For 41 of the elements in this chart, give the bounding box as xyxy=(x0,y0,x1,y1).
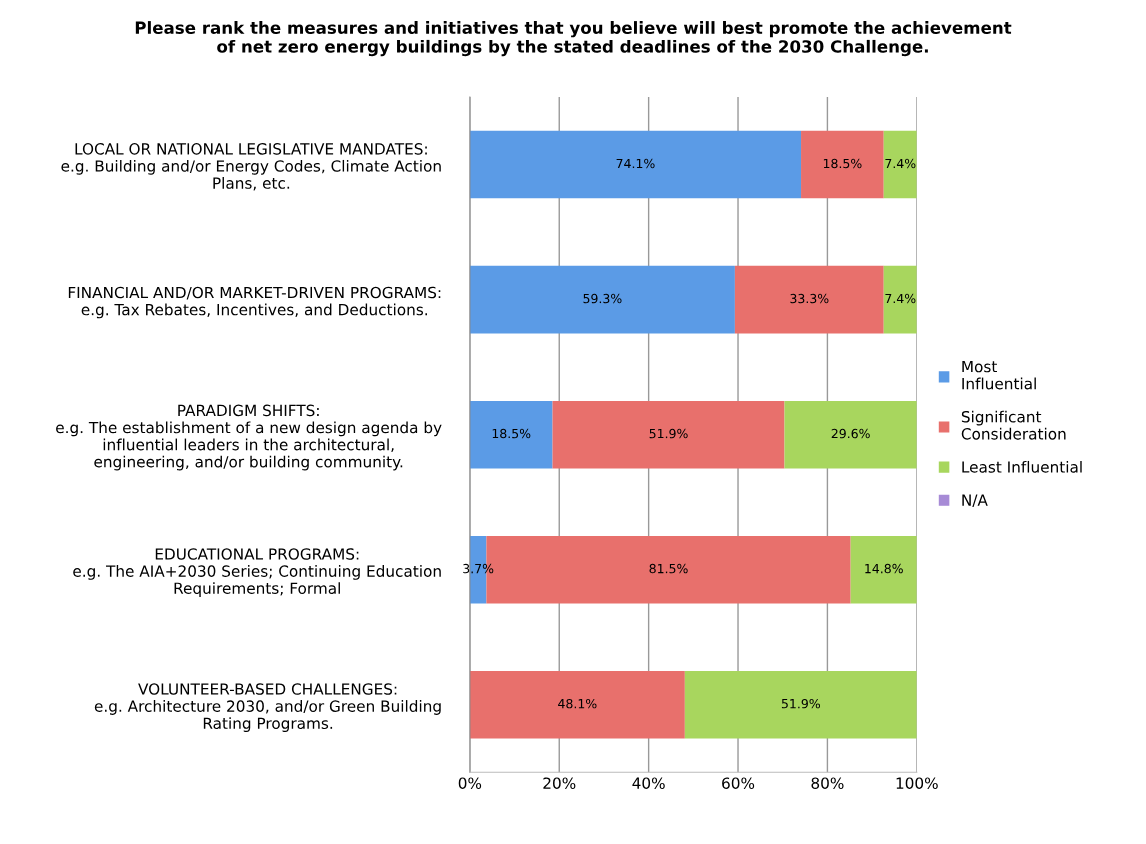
bar xyxy=(883,130,917,199)
data-label: 51.9% xyxy=(649,428,688,439)
data-label: 29.6% xyxy=(831,428,870,439)
y-tick-label: FINANCIAL AND/OR MARKET-DRIVEN PROGRAMS: e.g. Tax Rebates, Incentives, and Deductions. xyxy=(68,286,441,319)
x-tick-label: 80% xyxy=(811,777,844,789)
x-tick-label: 100% xyxy=(896,777,938,789)
y-tick-label: LOCAL OR NATIONAL LEGISLATIVE MANDATES: e.g. Building and/or Energy Codes, Climate Action Plans, etc. xyxy=(61,143,441,191)
data-label: 33.3% xyxy=(790,293,829,304)
data-label: 74.1% xyxy=(616,158,655,169)
legend-label: Significant Consideration xyxy=(961,410,1066,440)
bar xyxy=(883,265,917,334)
legend-label: Least Influential xyxy=(962,460,1082,473)
x-tick-label: 0% xyxy=(458,777,482,789)
y-tick-label: EDUCATIONAL PROGRAMS: e.g. The AIA+2030 Series; Continuing Education Requirements; Formal xyxy=(73,548,441,597)
data-label: 81.5% xyxy=(649,563,688,574)
data-label: 18.5% xyxy=(492,428,531,439)
data-label: 48.1% xyxy=(558,698,597,709)
data-label: 7.4% xyxy=(885,293,916,304)
x-tick-label: 60% xyxy=(722,777,755,789)
bar xyxy=(850,535,917,604)
bar xyxy=(469,265,735,334)
bar xyxy=(469,400,553,469)
bar xyxy=(469,130,802,199)
bar xyxy=(784,400,917,469)
data-label: 51.9% xyxy=(781,698,820,709)
bar xyxy=(469,670,685,739)
data-label: 18.5% xyxy=(823,158,862,169)
x-tick-label: 40% xyxy=(632,777,665,789)
bar xyxy=(801,130,884,199)
data-label: 14.8% xyxy=(865,563,903,574)
chart-title: Please rank the measures and initiatives that you believe will best promote the achievement of net zero energy buildings by the stated deadlines of the 2030 Challenge. xyxy=(135,21,1012,57)
bar xyxy=(684,670,917,739)
data-label: 59.3% xyxy=(583,293,622,304)
y-tick-label: PARADIGM SHIFTS: e.g. The establishment of a new design agenda by influential leaders in the architectural, engineering, and/or building community. xyxy=(56,404,442,471)
bar xyxy=(552,400,785,469)
x-tick-label: 20% xyxy=(543,777,576,789)
y-tick-label: VOLUNTEER-BASED CHALLENGES: e.g. Architecture 2030, and/or Green Building Rating Programs. xyxy=(94,683,441,732)
legend-label: N/A xyxy=(962,494,988,508)
data-label: 7.4% xyxy=(885,158,916,169)
bar xyxy=(734,265,884,334)
legend-label: Most Influential xyxy=(962,360,1036,390)
